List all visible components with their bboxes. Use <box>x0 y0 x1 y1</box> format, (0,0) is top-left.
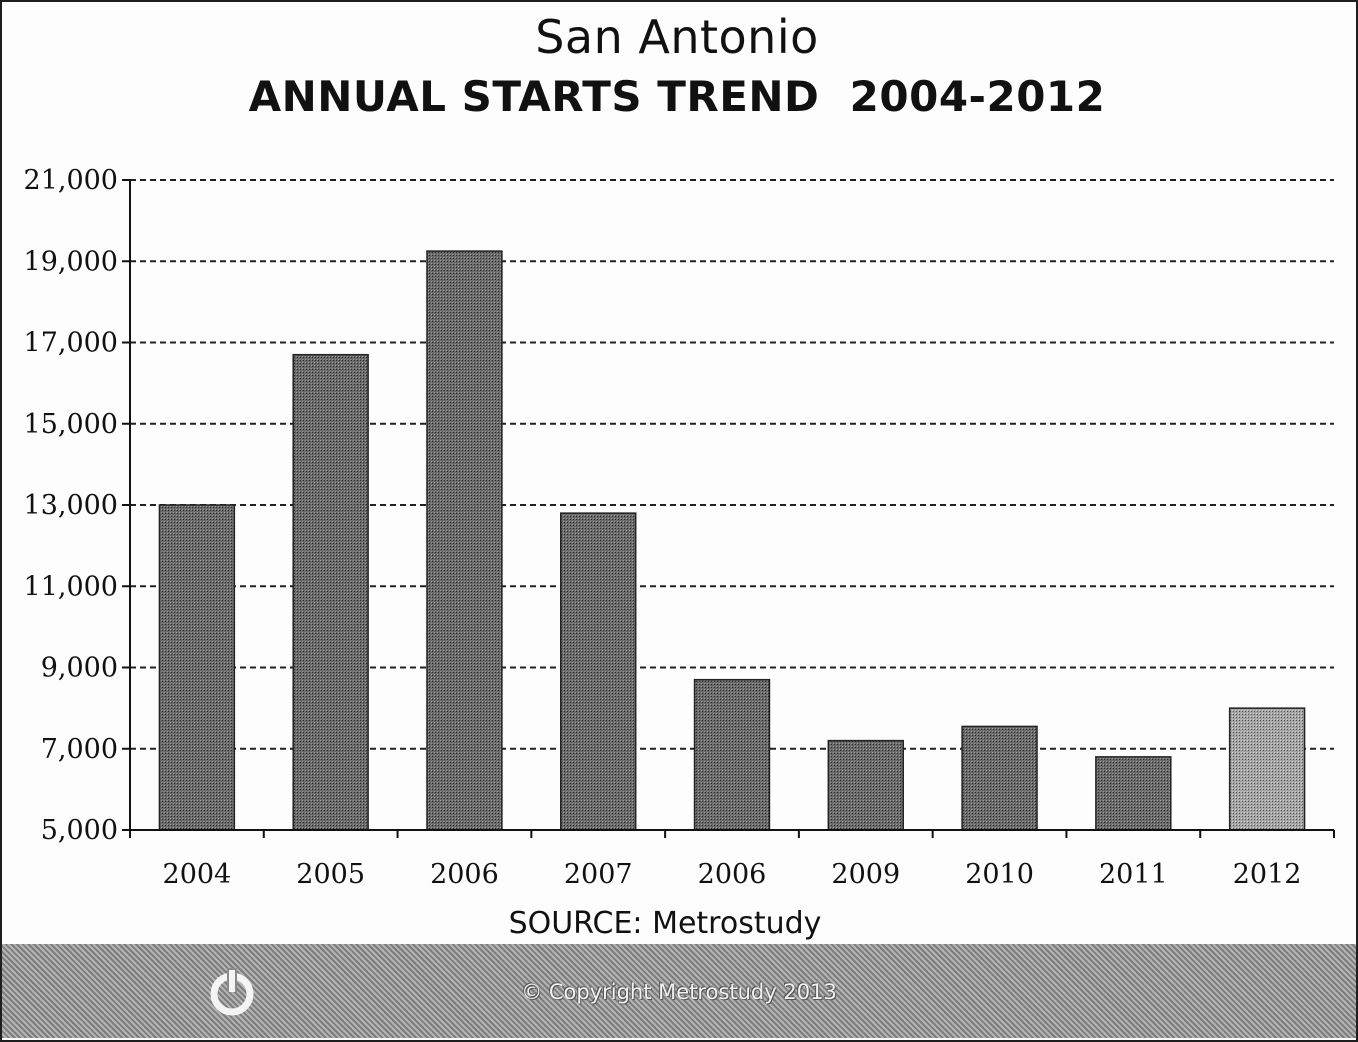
bars <box>158 250 1306 831</box>
y-tick-label: 7,000 <box>41 734 118 765</box>
source-note: SOURCE: Metrostudy <box>508 906 822 941</box>
bar-2006 <box>693 678 771 831</box>
y-tick-label: 15,000 <box>24 409 118 440</box>
bar-2004 <box>158 504 236 831</box>
y-tick-label: 5,000 <box>41 815 118 846</box>
copyright-text: © Copyright Metrostudy 2013 <box>521 980 837 1004</box>
bar-chart: 21,000 19,000 17,000 15,000 13,000 11,000 9,00… <box>24 165 1335 890</box>
x-tick-label: 2006 <box>430 859 499 890</box>
x-tick-label: 2009 <box>831 859 900 890</box>
x-tick-label: 2007 <box>564 859 633 890</box>
bar-2009 <box>827 739 904 831</box>
y-tick-label: 17,000 <box>24 328 118 359</box>
bar-2011 <box>1095 756 1172 831</box>
y-tick-label: 11,000 <box>24 571 118 602</box>
axes: 21,000 19,000 17,000 15,000 13,000 11,000 9,00… <box>24 165 1335 890</box>
x-tick-label: 2005 <box>296 859 365 890</box>
y-tick-label: 19,000 <box>24 246 118 277</box>
chart-subtitle: ANNUAL STARTS TREND 2004-2012 <box>248 72 1106 121</box>
footer-bar: © Copyright Metrostudy 2013 <box>2 944 1356 1038</box>
y-tick-label: 9,000 <box>41 653 118 684</box>
bar-2005 <box>292 353 369 831</box>
bar-2010 <box>961 725 1038 831</box>
power-icon[interactable] <box>206 966 258 1018</box>
y-tick-label: 13,000 <box>24 490 118 521</box>
x-tick-label: 2012 <box>1233 859 1302 890</box>
x-tick-label: 2004 <box>163 859 232 890</box>
bar-2012 <box>1228 707 1306 831</box>
bar-2006 <box>426 250 503 831</box>
x-tick-label: 2010 <box>965 859 1034 890</box>
x-tick-label: 2006 <box>698 859 767 890</box>
bar-2007 <box>560 512 637 831</box>
y-tick-label: 21,000 <box>24 165 118 196</box>
x-tick-label: 2011 <box>1099 859 1168 890</box>
chart-title: San Antonio <box>535 10 819 64</box>
